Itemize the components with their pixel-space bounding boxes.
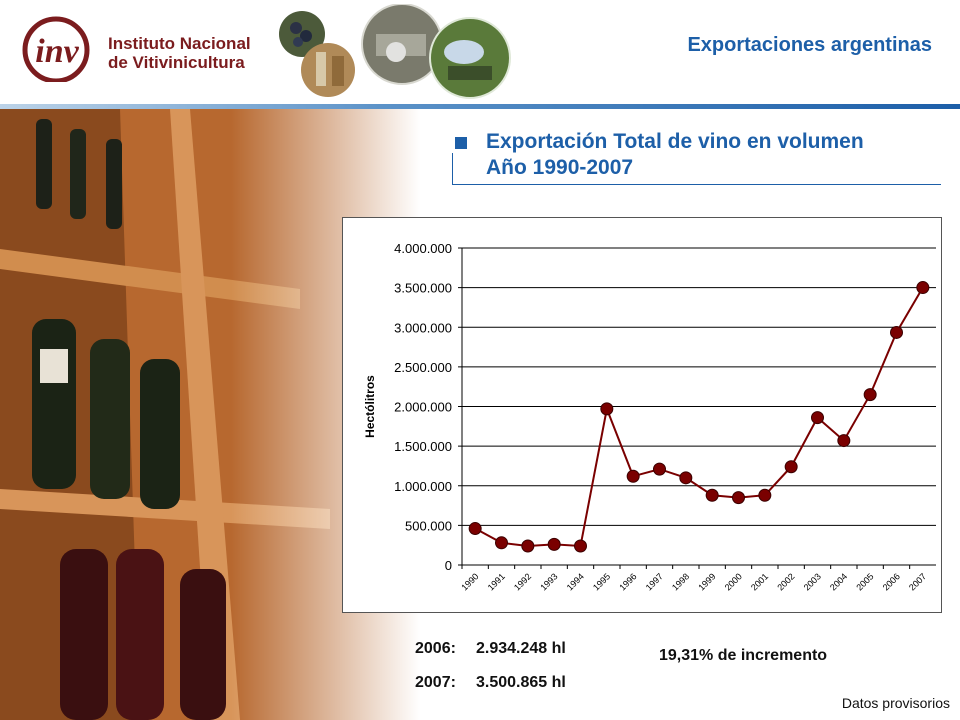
data-point (863, 388, 877, 402)
y-tick-label: 1.000.000 (394, 479, 452, 494)
data-point (837, 434, 851, 448)
data-point (547, 537, 561, 551)
data-point (758, 488, 772, 502)
title-bullet (455, 137, 467, 149)
data-point (653, 462, 666, 476)
x-tick-label: 2001 (749, 571, 770, 592)
data-point (574, 539, 587, 553)
inv-logo-mark: inv (22, 16, 90, 82)
x-tick-label: 2007 (907, 571, 928, 592)
y-tick-label: 2.000.000 (394, 400, 452, 415)
title-rule-horizontal (452, 184, 941, 185)
x-tick-label: 1991 (486, 571, 507, 592)
y-tick-labels: 0 500.000 1.000.000 1.500.000 2.000.000 2.500… (394, 241, 452, 573)
x-tick-label: 2004 (828, 571, 849, 592)
provisional-data-note: Datos provisorios (841, 695, 950, 711)
export-volume-line-chart: 0 500.000 1.000.000 1.500.000 2.000.000 2.500… (363, 241, 936, 593)
x-tick-label: 1994 (565, 571, 586, 592)
x-tick-label: 1999 (696, 571, 717, 592)
data-point (626, 469, 640, 483)
y-tick-label: 3.000.000 (394, 320, 452, 335)
slide-title: Exportación Total de vino en volumen Año… (486, 129, 864, 181)
x-tick-label: 1992 (512, 571, 533, 592)
data-point (890, 325, 903, 339)
y-tick-label: 3.500.000 (394, 281, 452, 296)
x-tick-label: 1990 (459, 571, 480, 592)
data-points (468, 281, 930, 553)
stat-2007-value: 3.500.865 hl (476, 674, 566, 691)
data-point (679, 471, 693, 485)
chart-frame (342, 217, 942, 613)
y-axis-label: Hectólitros (363, 375, 377, 438)
section-title: Exportaciones argentinas (687, 34, 932, 56)
x-tick-label: 1995 (591, 571, 612, 592)
x-tick-label: 2005 (854, 571, 875, 592)
data-point (521, 539, 535, 553)
header-divider (0, 104, 960, 109)
x-tick-label: 2006 (881, 571, 902, 592)
data-point (916, 281, 930, 295)
x-tick-label: 1996 (617, 571, 638, 592)
logo-mark-text: inv (35, 33, 79, 70)
winery-photo (301, 43, 355, 97)
y-tick-label: 4.000.000 (394, 241, 452, 256)
institute-name-line1: Instituto Nacional (108, 34, 251, 53)
series-line (474, 287, 924, 548)
stat-2006-label: 2006: (415, 640, 456, 657)
x-tick-label: 2002 (775, 571, 796, 592)
x-tick-label: 2000 (723, 571, 744, 592)
institute-name-line2: de Vitivinicultura (108, 53, 245, 72)
header: inv Instituto Nacional de Vitivinicultur… (0, 0, 960, 109)
chart-grid (458, 247, 936, 569)
x-tick-labels: 1990 1991 1992 1993 1994 1995 1996 1997 1998 1999… (459, 571, 928, 592)
increase-note: 19,31% de incremento (659, 647, 828, 664)
data-point (811, 411, 824, 425)
slide-title-line2: Año 1990-2007 (486, 156, 634, 179)
y-tick-label: 500.000 (405, 518, 452, 533)
vineyard-photo-collage (279, 4, 511, 99)
y-tick-label: 2.500.000 (394, 360, 452, 375)
y-tick-label: 1.500.000 (394, 439, 452, 454)
x-tick-label: 1997 (644, 571, 665, 592)
slide-title-line1: Exportación Total de vino en volumen (486, 130, 864, 153)
x-tick-label: 1998 (670, 571, 691, 592)
data-point (600, 402, 614, 416)
y-tick-label: 0 (445, 558, 452, 573)
data-point (468, 522, 482, 536)
x-tick-label: 1993 (538, 571, 559, 592)
institute-name: Instituto Nacional de Vitivinicultura (108, 34, 251, 72)
stat-2007-label: 2007: (415, 674, 456, 691)
data-point (495, 536, 508, 550)
data-point (705, 488, 719, 502)
title-rule-vertical (452, 153, 453, 185)
data-point (732, 491, 745, 505)
x-tick-label: 2003 (802, 571, 823, 592)
stat-2006-value: 2.934.248 hl (476, 640, 566, 657)
data-point (784, 460, 798, 474)
